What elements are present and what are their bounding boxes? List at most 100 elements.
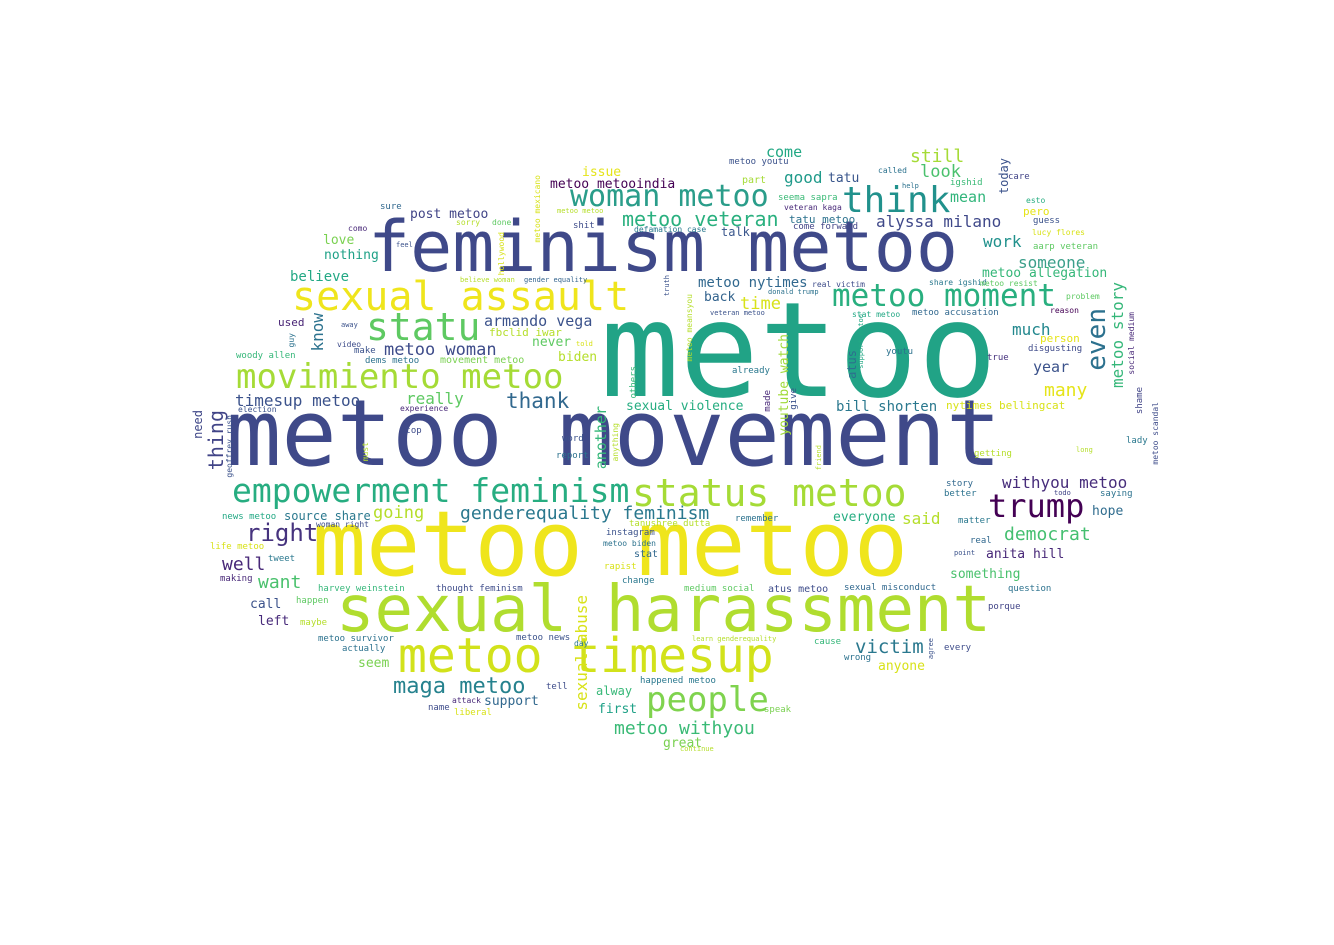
word-support-metoo: support metoo [857,314,865,369]
word-getting: getting [974,449,1012,459]
word-someone: someone [1018,253,1086,272]
word-metoo-movement: metoo movement [226,380,1002,487]
word-saying: saying [1100,489,1133,499]
word-youtube-watch: youtube watch [777,334,792,436]
word-donald-trump: donald trump [768,288,819,296]
word-nothing: nothing [324,248,379,263]
word-dems-metoo: dems metoo [365,356,420,366]
word-guess: guess [1033,216,1061,226]
word-actually: actually [342,644,386,654]
word-empowerment-feminism: empowerment feminism [232,471,630,510]
word-day: day [574,639,589,648]
word-genderequality-feminism: genderequality feminism [460,503,710,524]
word-talk: talk [721,225,750,239]
word-said: said [902,509,941,528]
word-fbclid-iwar: fbclid iwar [489,326,562,339]
word-another: another [592,406,610,470]
word-something: something [950,567,1021,582]
word-life-metoo: life metoo [210,542,265,552]
word-word: word [562,434,584,444]
word-metoo-moment: metoo moment [832,278,1056,314]
word-told: told [576,340,593,348]
word-come: come [766,143,803,161]
word-defamation-case: defamation case [634,225,707,234]
word-sexual-assault: sexual assault [292,274,630,320]
word-point: point [954,549,976,557]
word-metoo-scandal: metoo scandal [1151,402,1160,465]
word-movimiento-metoo: movimiento metoo [236,357,564,397]
word-news-metoo: news metoo [222,512,277,522]
word-metoo-veteran: metoo veteran [622,207,779,231]
word-back: back [704,290,736,305]
word-first: first [598,702,638,717]
word-thank: thank [506,389,570,413]
word-lucy-flores: lucy flores [1032,228,1085,237]
word-right: right [246,519,319,547]
word-pero: pero [1023,205,1050,218]
word-well: well [222,554,266,575]
word-metoo-mexicano: metoo mexicano [533,175,542,243]
word-seem: seem [358,656,390,671]
word-believe-woman: believe woman [460,276,515,284]
word-medium-social: medium social [684,584,755,594]
word-metoo-metooindia: metoo metooindia [550,177,676,192]
word-making: making [220,574,253,584]
word-metoo-news: metoo news [516,633,571,643]
word-time: time [740,294,781,314]
word-shame: shame [1135,387,1145,415]
word-part: part [742,175,767,186]
word-attack: attack [452,696,481,705]
word-continue: continue [680,745,714,753]
word-thing: thing [204,410,228,471]
word-video: video [337,340,362,349]
word-need: need [191,410,205,439]
word-support: support [484,694,539,709]
word-work: work [983,232,1022,251]
word-sexual-violence: sexual violence [626,399,744,414]
word-happened-metoo: happened metoo [640,676,716,686]
word-know: know [308,313,327,352]
word-metoo-survivor: metoo survivor [318,634,394,644]
word-tatu-metoo: tatu metoo [789,213,856,226]
word-call: call [250,597,282,612]
word-sexual-harassment: sexual harassment [336,573,992,647]
word-status-metoo: status metoo [632,471,907,515]
word-liberal: liberal [454,708,492,718]
word-give: give [789,388,799,410]
word-statu: statu [366,305,481,349]
word-metoo-nytimes: metoo nytimes [698,275,808,291]
word-todo: todo [1054,489,1071,497]
word-metoo-accusation: metoo accusation [912,308,999,318]
word-happen: happen [296,596,329,606]
word-real: real [970,536,992,546]
word-better: better [944,489,977,499]
word-tweet: tweet [268,554,296,564]
word-experience: experience [400,404,449,413]
word-believe: believe [290,269,350,285]
word-instagram: instagram [606,528,655,538]
word-change: change [622,576,655,586]
word-real-victim: real victim [812,280,865,289]
word-lady: lady [1126,436,1148,446]
word-think: think [842,180,951,221]
word-shit: shit [573,221,595,231]
word-really: really [406,389,464,408]
word-thought-feminism: thought feminism [436,584,523,594]
word-long: long [1076,446,1093,454]
word-must: must [361,442,370,462]
word-gender-equality: gender equality [524,276,588,284]
word-woody-allen: woody allen [236,351,296,361]
word-want: want [258,572,302,593]
word-remember: remember [735,514,779,524]
word-disgusting: disgusting [1028,344,1083,354]
word-good: good [784,168,823,187]
word-name: name [428,703,450,713]
word-metoo-youtu: metoo youtu [729,157,789,167]
word-truth: truth [663,275,671,297]
word-porque: porque [988,602,1021,612]
word-metoo-story: metoo story [1108,282,1127,388]
word-tell: tell [546,682,568,692]
word-never: never [532,335,572,350]
word-esto: esto [1026,196,1046,205]
